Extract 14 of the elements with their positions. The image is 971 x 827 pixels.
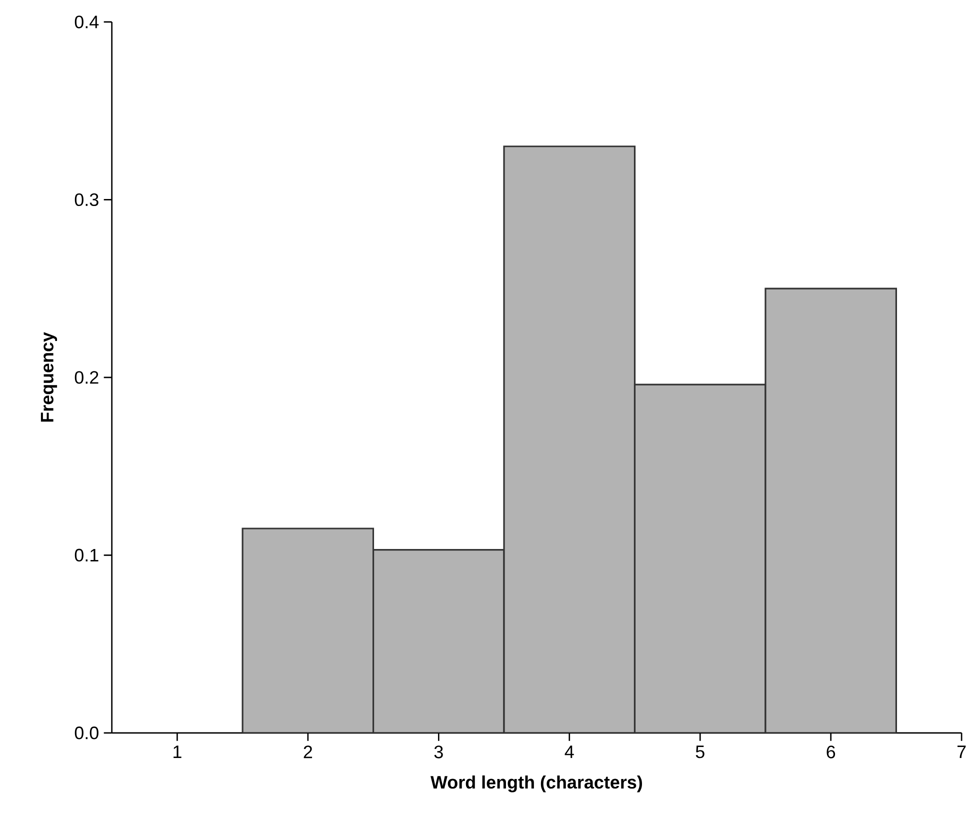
x-tick-label: 3	[434, 746, 443, 758]
x-tick-label: 7	[957, 746, 966, 758]
x-tick-label: 2	[304, 746, 312, 758]
y-tick-label: 0.3	[74, 193, 98, 206]
x-tick-label: 4	[564, 746, 574, 758]
x-tick-label: 5	[696, 746, 704, 758]
y-tick-label: 0.2	[74, 371, 98, 384]
y-tick-label: 0.0	[74, 726, 98, 740]
y-tick-label: 0.1	[74, 548, 98, 562]
x-tick-label: 1	[174, 746, 182, 758]
x-tick-label: 6	[826, 746, 836, 758]
x-axis-title: Word length (characters)	[430, 776, 642, 792]
y-axis-title: Frequency	[40, 332, 58, 422]
y-tick-label: 0.4	[74, 16, 99, 28]
